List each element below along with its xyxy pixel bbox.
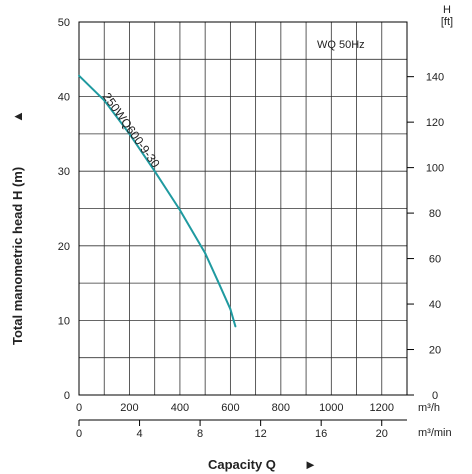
x-m3h-tick-label: 200: [120, 402, 138, 414]
y-axis-title: Total manometric head H (m): [10, 167, 25, 345]
series-point: [153, 170, 156, 173]
y-axis-arrow: ▲: [10, 110, 25, 123]
chart-annotation: WQ 50Hz: [317, 39, 365, 51]
series-line: [78, 74, 237, 327]
x-axis-m3h-ticks: 0 200 400 600 800 1000 1200: [76, 402, 394, 414]
x-m3min-tick-label: 0: [76, 428, 82, 440]
left-tick-label: 50: [58, 17, 70, 29]
plot-frame: [78, 21, 408, 396]
x-axis-unit-m3h: m³/h: [418, 402, 440, 414]
right-axis-label-unit: [ft]: [441, 16, 453, 28]
left-tick-label: 10: [58, 315, 70, 327]
x-m3h-tick-label: 400: [171, 402, 189, 414]
grid: [79, 22, 407, 395]
x-m3h-tick-label: 800: [272, 402, 290, 414]
x-m3h-tick-label: 600: [221, 402, 239, 414]
left-tick-label: 30: [58, 166, 70, 178]
series-point: [229, 308, 232, 311]
right-tick-label: 120: [426, 117, 444, 129]
series-point: [204, 252, 207, 255]
series-point: [178, 208, 181, 211]
series-point: [216, 279, 219, 282]
x-axis-arrow: ►: [304, 457, 317, 472]
right-tick-label: 0: [432, 390, 438, 402]
right-tick-label: 80: [429, 208, 441, 220]
left-tick-label: 20: [58, 241, 70, 253]
right-axis-label-h: H: [443, 4, 451, 16]
series-point: [128, 132, 131, 135]
left-tick-label: 0: [64, 390, 70, 402]
right-tick-label: 100: [426, 163, 444, 175]
right-tick-label: 40: [429, 299, 441, 311]
left-tick-label: 40: [58, 92, 70, 104]
x-m3min-tick-label: 16: [315, 428, 327, 440]
x-m3min-tick-label: 12: [255, 428, 267, 440]
series-point: [234, 325, 237, 328]
series-point: [78, 74, 80, 77]
series-point: [103, 99, 106, 102]
x-axis-unit-m3min: m³/min: [418, 427, 452, 439]
series-label: 250WQ600-9-30: [100, 90, 163, 171]
left-axis-ticks: 0 10 20 30 40 50: [58, 17, 70, 402]
right-tick-label: 140: [426, 72, 444, 84]
right-tick-label: 20: [429, 345, 441, 357]
series-layer: 250WQ600-9-30: [78, 74, 237, 328]
x-m3h-tick-label: 1200: [370, 402, 394, 414]
x-axis-m3min: 0 4 8 12 16 20: [76, 419, 407, 440]
x-m3h-tick-label: 1000: [319, 402, 343, 414]
x-m3h-tick-label: 0: [76, 402, 82, 414]
x-m3min-tick-label: 4: [136, 428, 142, 440]
x-m3min-tick-label: 8: [197, 428, 203, 440]
right-tick-label: 60: [429, 254, 441, 266]
right-axis-ticks: 0 20 40 60 80 100 120 140: [407, 72, 444, 402]
x-m3min-tick-label: 20: [376, 428, 388, 440]
x-axis-title: Capacity Q: [208, 457, 276, 472]
